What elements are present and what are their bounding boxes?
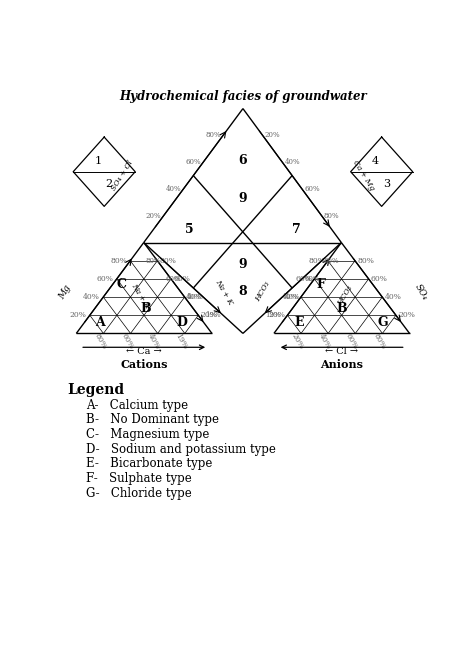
Text: E: E — [295, 316, 304, 329]
Text: 40%: 40% — [317, 332, 332, 350]
Text: 40%: 40% — [187, 293, 204, 301]
Text: 40%: 40% — [165, 185, 181, 193]
Text: 20%: 20% — [70, 311, 87, 319]
Text: 40%: 40% — [384, 293, 401, 301]
Text: 60%: 60% — [185, 158, 201, 166]
Text: 40%: 40% — [282, 293, 299, 301]
Text: 40%: 40% — [185, 293, 201, 301]
Text: 20%: 20% — [398, 311, 415, 319]
Text: SO₄ + Cl: SO₄ + Cl — [109, 159, 135, 192]
Text: Cations: Cations — [120, 359, 168, 369]
Text: 60%: 60% — [344, 332, 359, 350]
Text: 80%: 80% — [324, 256, 339, 265]
Text: 80%: 80% — [309, 256, 326, 265]
Text: E-   Bicarbonate type: E- Bicarbonate type — [86, 457, 213, 471]
Text: Na + K: Na + K — [129, 282, 151, 310]
Text: C-   Magnesium type: C- Magnesium type — [86, 428, 210, 441]
Text: 60%: 60% — [371, 275, 388, 283]
Text: 60%: 60% — [295, 275, 312, 283]
Text: 40%: 40% — [284, 158, 300, 166]
Text: 19%: 19% — [205, 311, 221, 319]
Text: G-   Chloride type: G- Chloride type — [86, 486, 192, 500]
Text: A-   Calcium type: A- Calcium type — [86, 399, 189, 412]
Text: 5: 5 — [185, 223, 194, 236]
Text: 80%: 80% — [371, 332, 387, 350]
Text: ← Ca →: ← Ca → — [126, 348, 162, 356]
Text: 3: 3 — [383, 179, 390, 189]
Text: Legend: Legend — [67, 383, 124, 397]
Text: ← Cl →: ← Cl → — [325, 348, 358, 356]
Text: Hydrochemical facies of groundwater: Hydrochemical facies of groundwater — [119, 90, 367, 103]
Text: Anions: Anions — [320, 359, 363, 369]
Text: 20%: 20% — [146, 212, 161, 219]
Text: 80%: 80% — [324, 212, 339, 219]
Text: HCO₃: HCO₃ — [336, 284, 355, 307]
Text: 9: 9 — [238, 258, 247, 270]
Text: 60%: 60% — [304, 185, 320, 193]
Text: B-   No Dominant type: B- No Dominant type — [86, 414, 219, 426]
Text: Mg: Mg — [58, 283, 73, 301]
Text: 20%: 20% — [290, 332, 305, 350]
Text: 9: 9 — [238, 192, 247, 205]
Text: B: B — [140, 302, 151, 315]
Text: D-   Sodium and potassium type: D- Sodium and potassium type — [86, 443, 276, 456]
Text: C: C — [116, 278, 126, 291]
Text: 60%: 60% — [165, 275, 181, 283]
Text: Na + K: Na + K — [213, 278, 234, 306]
Text: SO₄: SO₄ — [413, 282, 429, 301]
Text: 80%: 80% — [205, 132, 221, 139]
Text: D: D — [176, 316, 187, 329]
Text: F-   Sulphate type: F- Sulphate type — [86, 472, 192, 485]
Text: 1: 1 — [94, 156, 101, 166]
Text: 40%: 40% — [284, 293, 300, 301]
Text: 60%: 60% — [173, 275, 190, 283]
Text: 19%: 19% — [265, 311, 281, 319]
Text: 60%: 60% — [119, 332, 135, 350]
Text: 80%: 80% — [146, 256, 161, 265]
Text: 8: 8 — [238, 285, 247, 297]
Text: F: F — [316, 278, 325, 291]
Text: 6: 6 — [238, 153, 247, 167]
Text: HCO₃: HCO₃ — [254, 280, 272, 303]
Text: G: G — [378, 316, 389, 329]
Text: 80%: 80% — [160, 256, 176, 265]
Text: 60%: 60% — [97, 275, 114, 283]
Text: 4: 4 — [372, 156, 379, 166]
Text: 60%: 60% — [304, 275, 320, 283]
Text: 40%: 40% — [83, 293, 100, 301]
Text: A: A — [95, 316, 104, 329]
Text: 80%: 80% — [357, 256, 374, 265]
Text: 40%: 40% — [146, 332, 162, 350]
Text: 2: 2 — [105, 179, 112, 189]
Text: 7: 7 — [292, 223, 301, 236]
Text: 20%: 20% — [201, 311, 218, 319]
Text: 20%: 20% — [268, 311, 285, 319]
Text: B: B — [336, 302, 346, 315]
Text: 80%: 80% — [92, 332, 108, 350]
Text: Ca + Mg: Ca + Mg — [351, 159, 375, 192]
Text: 20%: 20% — [265, 132, 281, 139]
Text: 80%: 80% — [110, 256, 127, 265]
Text: 19%: 19% — [173, 332, 189, 350]
